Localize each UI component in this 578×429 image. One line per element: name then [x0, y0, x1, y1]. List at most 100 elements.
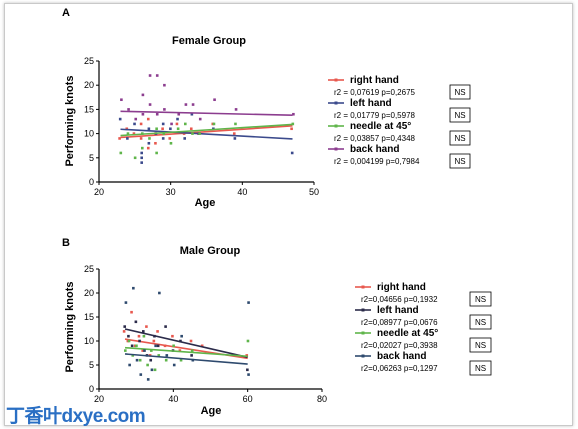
legend-label: back hand	[350, 144, 399, 155]
data-point	[164, 325, 167, 328]
data-point	[133, 156, 137, 160]
data-point	[176, 127, 180, 131]
data-point	[146, 146, 150, 150]
data-point	[123, 325, 127, 328]
data-point	[154, 344, 157, 348]
data-point	[190, 349, 194, 352]
regression-line	[124, 346, 248, 358]
regression-line	[120, 125, 293, 139]
data-point	[118, 137, 121, 140]
data-point	[247, 373, 250, 376]
data-point	[163, 83, 166, 87]
y-tick-label: 0	[89, 384, 94, 394]
ns-label: NS	[475, 341, 486, 350]
data-point	[127, 334, 130, 338]
regression-line	[120, 123, 293, 137]
data-point	[145, 325, 148, 328]
data-point	[127, 108, 130, 111]
data-point	[163, 108, 166, 111]
series-1	[123, 320, 249, 372]
data-point	[177, 112, 181, 116]
data-point	[138, 358, 142, 362]
ns-box	[469, 360, 492, 376]
x-tick-label: 30	[166, 187, 176, 197]
data-point	[148, 137, 151, 140]
legend-label: needle at 45°	[377, 328, 438, 339]
ns-box	[469, 314, 492, 330]
x-axis-title: Age	[195, 197, 216, 209]
legend-stat: r2 = 0,03857 p=0,4348	[334, 134, 416, 143]
data-point	[141, 93, 145, 97]
data-point	[156, 330, 159, 333]
data-point	[161, 137, 165, 140]
data-point	[124, 301, 128, 304]
data-point	[124, 349, 127, 352]
data-point	[198, 132, 201, 135]
data-point	[190, 354, 193, 357]
data-point	[172, 344, 175, 348]
data-point	[141, 349, 144, 352]
data-point	[213, 98, 216, 102]
data-point	[139, 122, 143, 126]
regression-line	[124, 328, 248, 359]
data-point	[198, 117, 202, 121]
legend: right hand r2=0,04656 p=0,1932 NS left hand…	[355, 282, 492, 376]
data-point	[176, 117, 179, 121]
data-point	[150, 368, 154, 372]
data-point	[191, 132, 194, 135]
data-point	[191, 103, 195, 106]
y-tick-label: 5	[89, 153, 94, 163]
series-0	[122, 310, 249, 360]
data-point	[146, 363, 149, 367]
data-point	[143, 349, 146, 352]
data-point	[132, 132, 136, 135]
regression-line	[120, 128, 293, 140]
data-point	[155, 127, 158, 131]
legend-swatch-marker	[334, 124, 338, 128]
data-point	[169, 141, 173, 145]
data-point	[150, 349, 153, 352]
data-point	[161, 127, 164, 131]
legend-label: left hand	[377, 305, 419, 316]
ns-box	[449, 107, 471, 123]
data-point	[125, 127, 129, 131]
data-point	[155, 151, 158, 155]
data-point	[130, 310, 133, 314]
regression-line	[124, 353, 248, 365]
x-axis-title: Age	[201, 405, 222, 417]
data-point	[131, 354, 135, 357]
data-point	[291, 122, 295, 126]
x-tick-label: 40	[237, 187, 247, 197]
data-point	[140, 156, 143, 160]
data-point	[164, 358, 168, 362]
data-point	[127, 339, 131, 343]
data-point	[189, 127, 193, 131]
chart-panel-b: B Male Group 0 5 10 15 20 25 20 40 60 80 Age Performi…	[62, 237, 492, 417]
x-tick-label: 60	[243, 394, 253, 404]
data-point	[171, 334, 174, 338]
legend-label: left hand	[350, 98, 392, 109]
data-point	[175, 122, 179, 126]
y-tick-label: 10	[84, 129, 94, 139]
data-point	[234, 108, 238, 111]
series-3	[124, 286, 250, 381]
ns-box	[449, 153, 471, 169]
data-point	[134, 117, 138, 121]
legend-swatch-marker	[361, 285, 365, 289]
y-tick-label: 0	[89, 177, 94, 187]
ns-label: NS	[475, 318, 486, 327]
ns-box	[449, 130, 471, 146]
legend-label: back hand	[377, 351, 426, 362]
data-point	[134, 320, 138, 324]
data-point	[172, 363, 176, 367]
x-tick-label: 40	[168, 394, 178, 404]
legend-swatch-marker	[361, 354, 365, 358]
data-point	[184, 122, 187, 126]
data-point	[184, 103, 188, 106]
legend-stat: r2=0,06263 p=0,1297	[361, 364, 438, 373]
data-point	[146, 378, 150, 381]
ns-label: NS	[454, 134, 465, 143]
ns-box	[469, 337, 492, 353]
x-tick-label: 50	[309, 187, 319, 197]
data-point	[156, 344, 160, 348]
